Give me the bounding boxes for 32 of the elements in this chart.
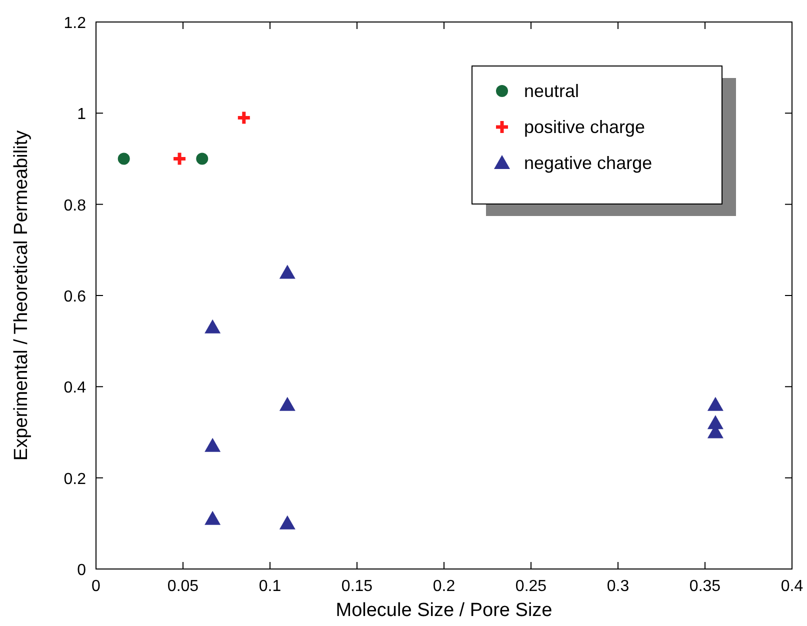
point	[279, 264, 296, 279]
x-tick-label: 0	[92, 578, 101, 595]
x-tick-label: 0.3	[606, 578, 630, 595]
y-tick-label: 1	[77, 106, 86, 124]
x-tick-label: 0.4	[780, 578, 804, 595]
y-tick-label: 0.8	[64, 197, 86, 214]
y-tick-label: 0.4	[64, 380, 86, 397]
x-tick-label: 0.25	[515, 578, 547, 595]
y-tick-label: 0.2	[64, 470, 86, 488]
point	[204, 438, 221, 452]
point	[279, 515, 296, 530]
point	[204, 510, 221, 525]
point	[196, 152, 208, 165]
x-tick-label: 0.35	[689, 578, 721, 595]
point	[204, 319, 221, 334]
point	[236, 110, 252, 126]
point	[707, 396, 724, 411]
y-tick-label: 1.2	[64, 15, 86, 32]
y-axis-title: Experimental / Theoretical Permeability	[11, 130, 32, 461]
legend-label: negative charge	[524, 153, 652, 173]
x-tick-label: 0.15	[341, 578, 373, 595]
point	[172, 151, 188, 166]
x-tick-label: 0.1	[258, 578, 282, 595]
point	[118, 152, 130, 165]
x-tick-label: 0.2	[432, 578, 456, 595]
y-tick-label: 0.6	[64, 288, 86, 306]
y-tick-label: 0	[77, 562, 86, 579]
point	[279, 396, 296, 411]
legend-label: neutral	[524, 81, 580, 101]
legend-label: positive charge	[524, 117, 646, 137]
x-axis-title: Molecule Size / Pore Size	[336, 600, 552, 621]
x-tick-label: 0.05	[167, 578, 199, 595]
